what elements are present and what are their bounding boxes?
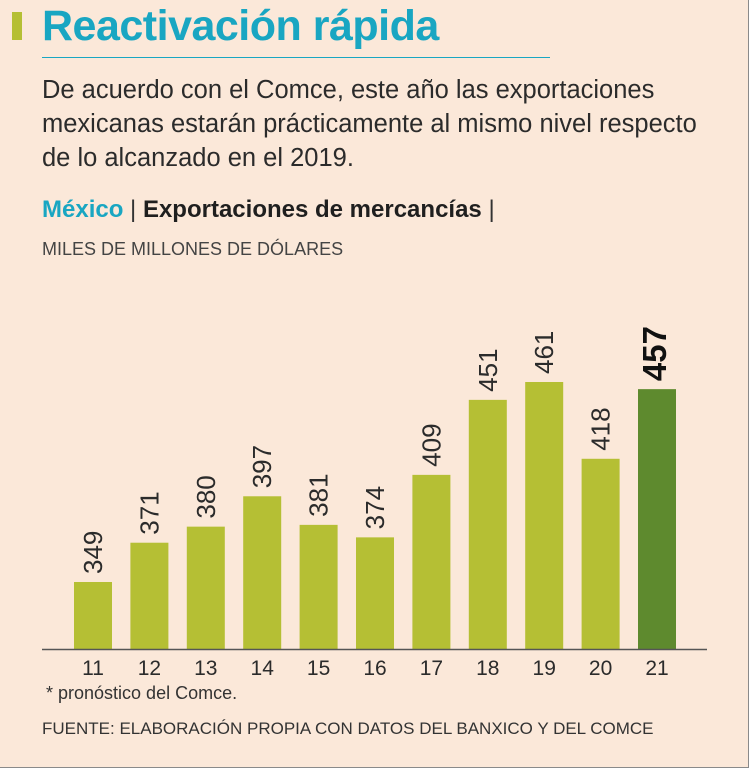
x-tick-label: 18 [476,657,499,680]
bar-11 [74,582,112,649]
bar-15 [299,524,338,649]
x-tick-label: 20 [589,657,612,680]
chart-country: México [42,196,124,223]
x-tick-label: 17 [420,657,443,680]
bar-value-label: 451 [473,348,503,391]
bar-16 [356,537,394,649]
x-tick-label: 14 [251,657,275,680]
chart-unit-label: MILES DE MILLONES DE DÓLARES [42,239,344,259]
page-title: Reactivación rápida [42,2,439,50]
bar-12 [130,542,169,649]
bar-value-label: 371 [134,491,164,534]
heading-separator: | [130,196,137,223]
x-tick-label: 15 [307,657,330,680]
bar-value-label: 397 [247,445,277,488]
bar-20 [581,458,620,649]
x-tick-label: 19 [533,657,556,680]
bar-13 [186,526,225,649]
x-tick-label: 11 [82,657,104,680]
chart-heading: México | Exportaciones de mercancías | [42,196,495,224]
bar-chart: 349 11 371 12 380 13 397 14 381 15 374 16 409 17 451 18… [42,326,707,680]
bar-value-label: 349 [78,531,108,574]
bar-17 [412,474,451,649]
subtitle: De acuerdo con el Comce, este año las ex… [42,76,697,172]
bar-18 [468,399,507,649]
bar-value-label: 380 [191,475,221,518]
title-accent-bar [12,12,22,40]
bar-14 [243,496,282,649]
x-tick-label: 21 [645,657,668,680]
chart-title: Exportaciones de mercancías [142,196,482,223]
x-tick-label: 13 [194,657,217,680]
bar-value-label: 381 [304,473,334,516]
x-tick-label: 16 [363,657,386,680]
bar-value-label: 457 [636,326,673,381]
bar-19 [525,382,564,649]
bar-21 [638,389,676,649]
bar-value-label: 418 [586,407,616,450]
x-tick-label: 12 [138,657,161,680]
footnote: * pronóstico del Comce. [46,683,238,703]
heading-trailing-separator: | [488,196,495,223]
title-divider [42,57,550,58]
bar-value-label: 374 [360,486,390,529]
source-note: FUENTE: ELABORACIÓN PROPIA CON DATOS DEL… [42,719,654,738]
bar-value-label: 409 [416,423,446,466]
bar-value-label: 461 [529,331,559,374]
